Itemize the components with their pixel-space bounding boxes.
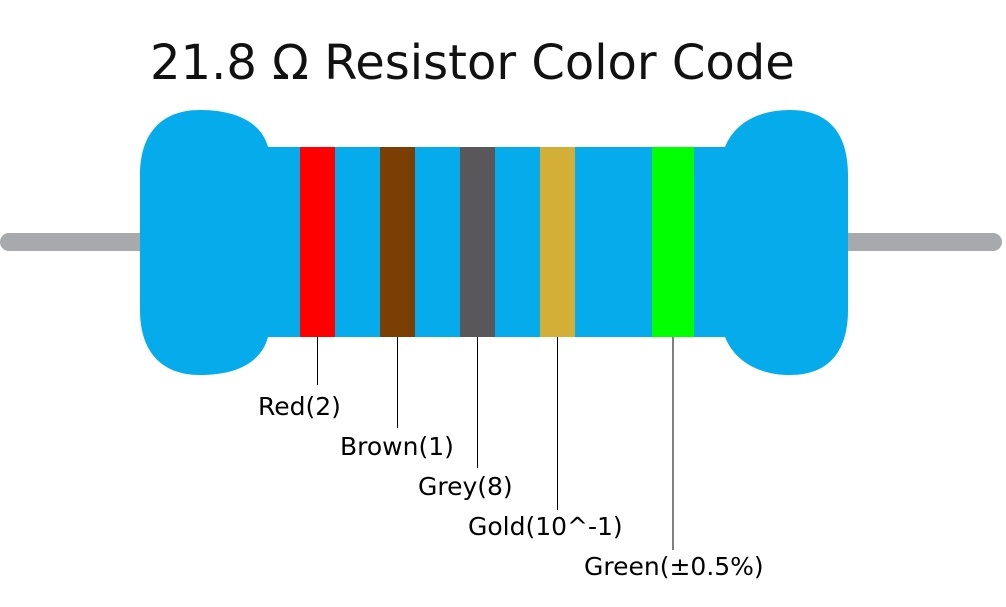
band-label: Brown(1) xyxy=(340,432,454,461)
color-band xyxy=(300,147,335,337)
band-label: Grey(8) xyxy=(418,472,513,501)
band-label: Gold(10^-1) xyxy=(468,512,623,541)
band-label: Green(±0.5%) xyxy=(584,552,764,581)
title: 21.8 Ω Resistor Color Code xyxy=(150,35,795,91)
band-label: Red(2) xyxy=(258,392,341,421)
color-band xyxy=(652,147,694,337)
color-band xyxy=(540,147,575,337)
color-band xyxy=(460,147,495,337)
bands: Red(2) Brown(1) Grey(8) Gold(10^-1) Green(±0… xyxy=(258,147,764,581)
color-band xyxy=(380,147,415,337)
